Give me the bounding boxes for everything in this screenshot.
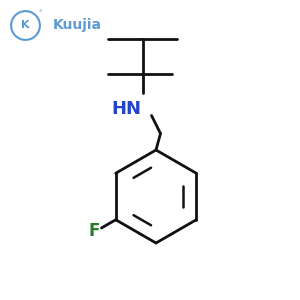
Text: HN: HN (111, 100, 141, 118)
Text: Kuujia: Kuujia (52, 19, 101, 32)
Text: F: F (88, 222, 100, 240)
Text: °: ° (38, 10, 42, 16)
Text: K: K (21, 20, 30, 31)
